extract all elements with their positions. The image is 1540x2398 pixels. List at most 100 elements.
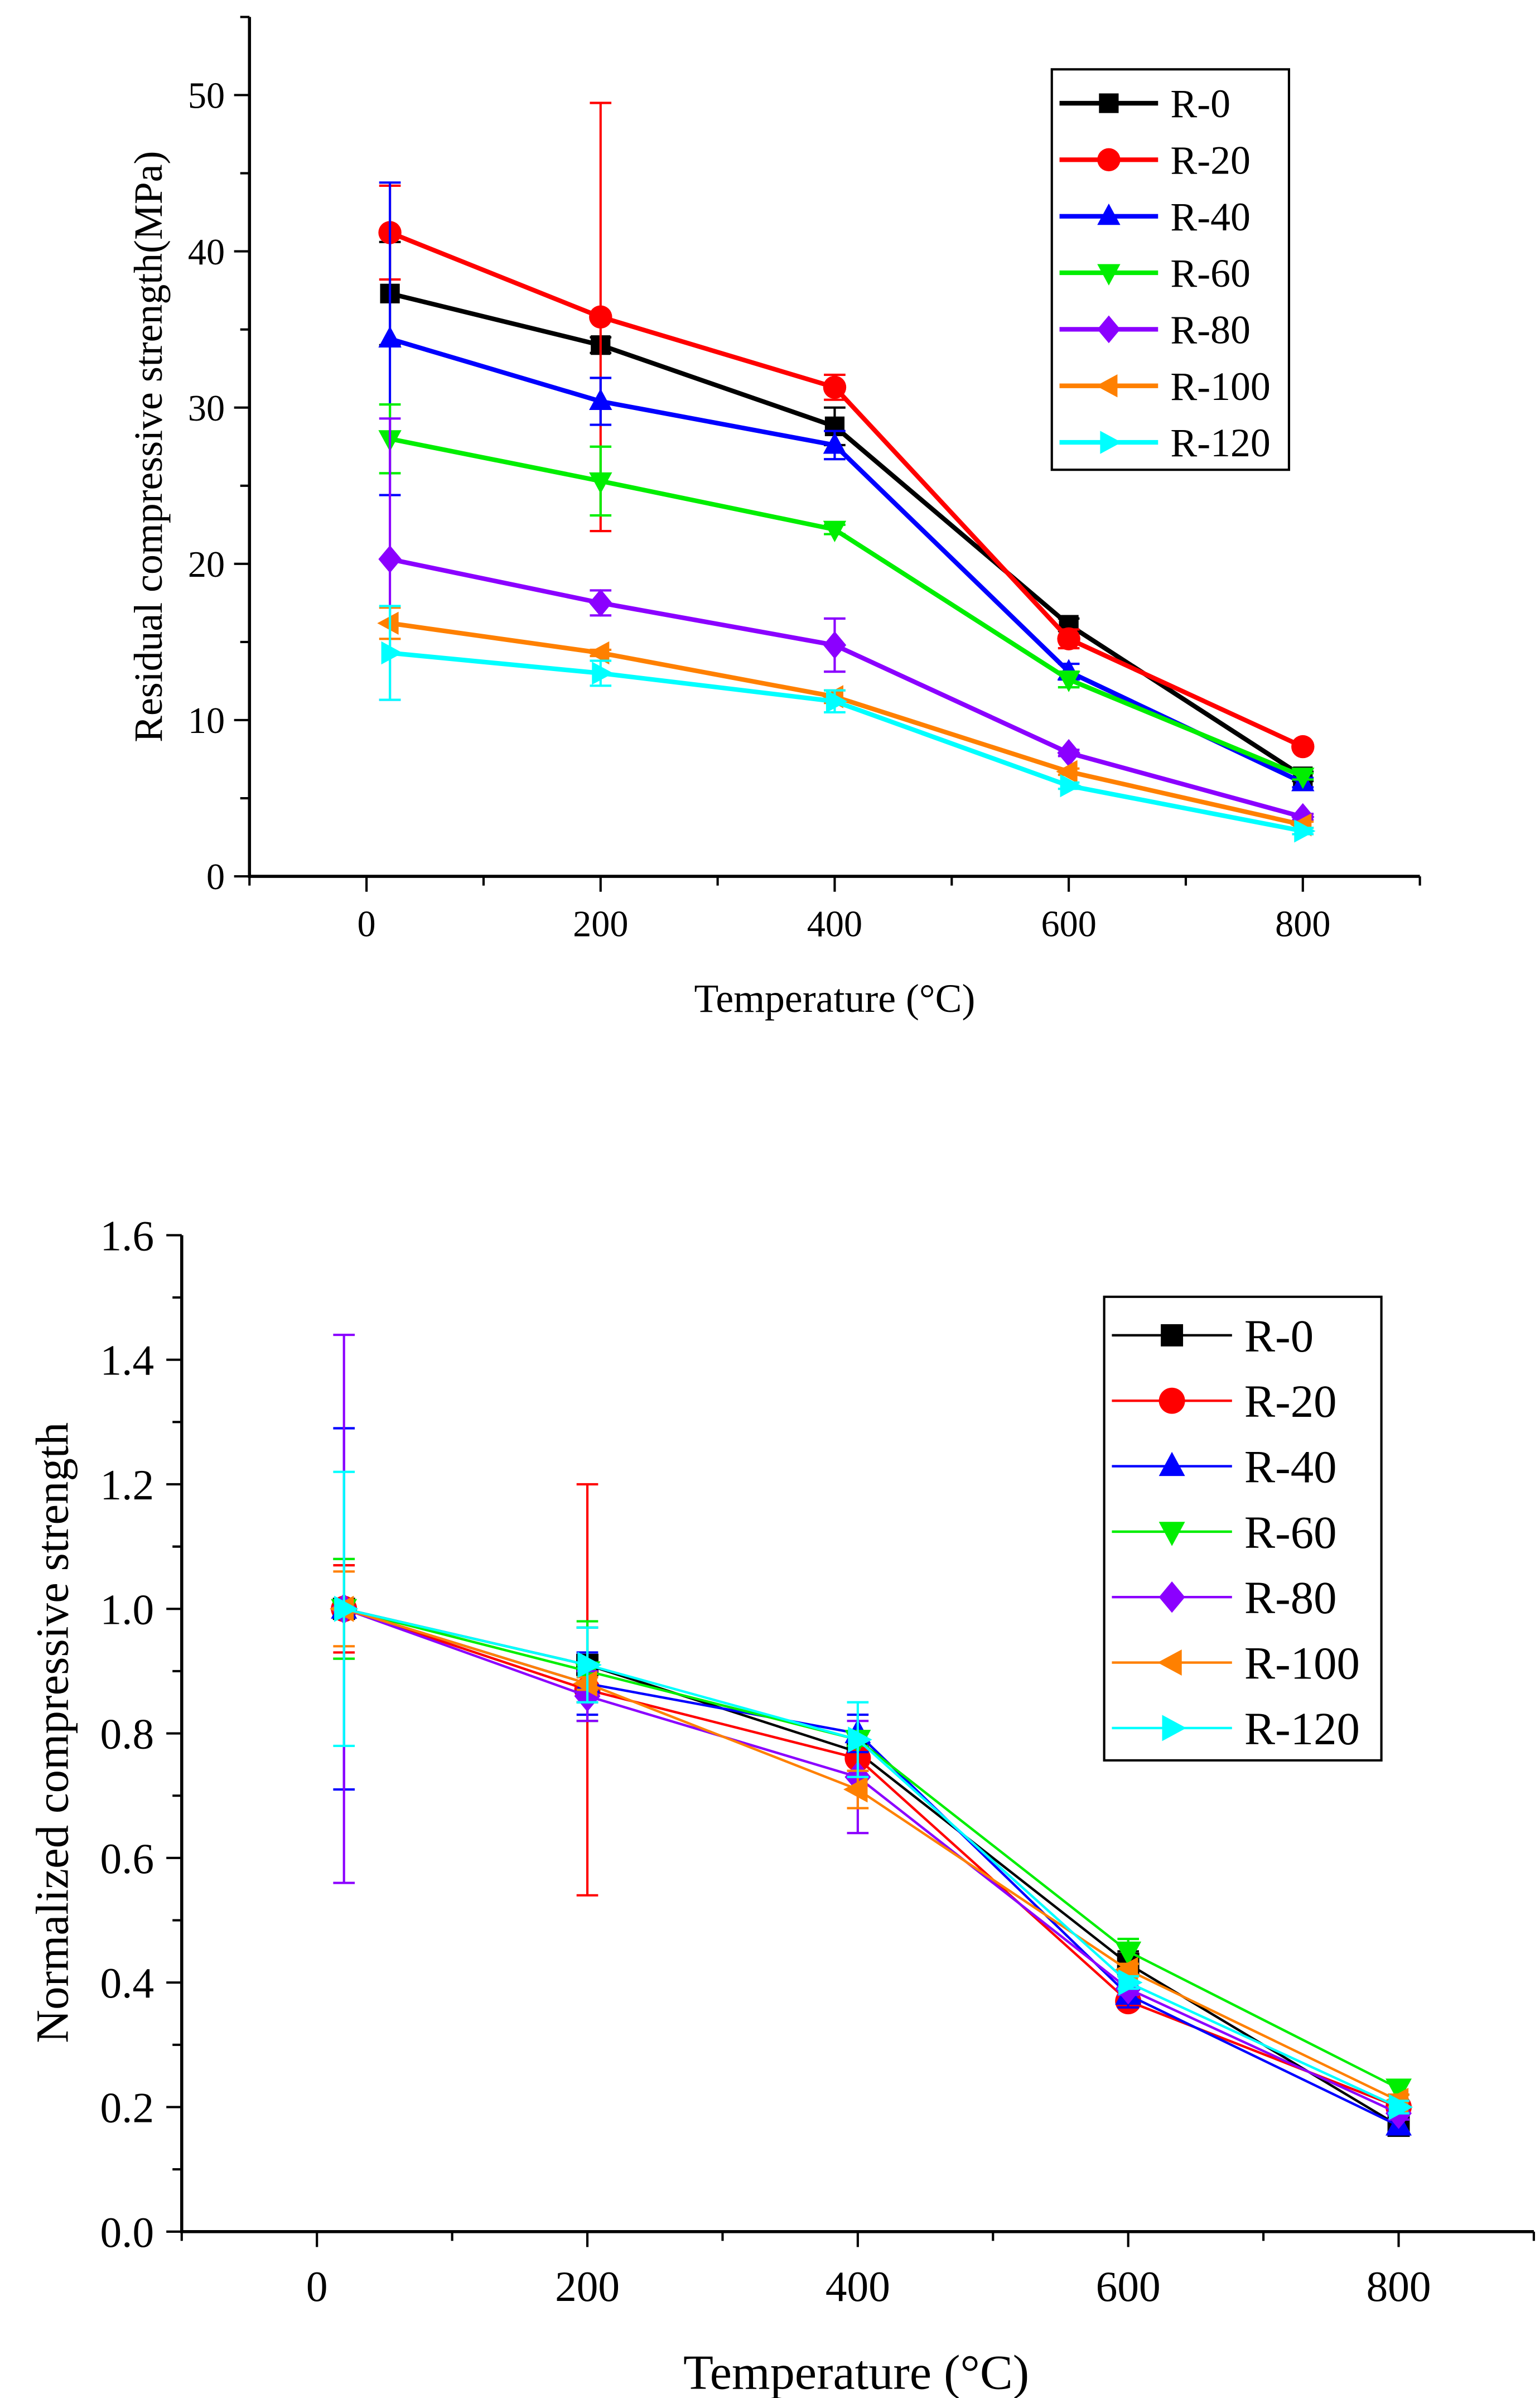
x-tick-label: 600 <box>1096 2262 1161 2310</box>
legend-item: R-80 <box>1112 1572 1337 1623</box>
legend-label: R-80 <box>1170 307 1251 352</box>
data-point <box>1115 1941 1142 1966</box>
y-tick-label: 1.2 <box>100 1461 154 1509</box>
data-point <box>1385 2078 1412 2103</box>
data-point <box>1057 739 1080 767</box>
legend-item: R-80 <box>1059 307 1251 352</box>
data-point <box>1057 627 1080 651</box>
x-tick-label: 800 <box>1275 904 1330 945</box>
legend-marker <box>1157 1649 1182 1676</box>
legend-item: R-40 <box>1112 1441 1337 1493</box>
y-tick-label: 1.6 <box>100 1212 154 1260</box>
data-point <box>848 1726 872 1753</box>
x-tick-label: 200 <box>555 2262 620 2310</box>
legend-label: R-0 <box>1170 81 1230 126</box>
y-tick-label: 20 <box>188 544 225 585</box>
legend-marker <box>1161 1324 1184 1347</box>
x-tick-label: 800 <box>1367 2262 1431 2310</box>
legend-box <box>1050 68 1291 471</box>
data-point <box>823 520 847 542</box>
data-point <box>823 432 847 454</box>
data-point <box>588 641 610 665</box>
residual-strength-chart: Residual compressive strength(MPa) Tempe… <box>126 16 1421 1021</box>
y-tick-label: 50 <box>188 76 225 117</box>
data-point <box>825 689 848 713</box>
data-point <box>589 305 612 329</box>
legend-item: R-40 <box>1059 195 1251 239</box>
legend-label: R-100 <box>1170 364 1270 409</box>
chart0-ylabel: Residual compressive strength(MPa) <box>126 151 171 742</box>
series-R-120 <box>333 1470 1413 2120</box>
legend: R-0 R-20 R-40 R-60 R-80 R-100 R-120 <box>1103 1295 1383 1762</box>
legend-marker <box>1097 148 1121 172</box>
legend-item: R-0 <box>1112 1310 1314 1362</box>
legend-label: R-120 <box>1244 1703 1360 1754</box>
chart1-xlabel: Temperature (°C) <box>683 2345 1029 2398</box>
legend-item: R-100 <box>1112 1638 1360 1689</box>
y-tick-label: 0.0 <box>100 2208 154 2256</box>
legend-label: R-40 <box>1244 1441 1337 1493</box>
legend-marker <box>1158 1387 1185 1414</box>
legend-marker <box>1158 1451 1185 1477</box>
legend-label: R-20 <box>1170 138 1251 183</box>
legend-label: R-100 <box>1244 1638 1360 1689</box>
x-tick-label: 400 <box>825 2262 890 2310</box>
y-tick-label: 0.2 <box>100 2084 154 2132</box>
data-point <box>377 611 399 635</box>
series-line <box>389 621 1304 827</box>
series-line <box>389 650 1304 833</box>
legend-marker <box>1097 203 1121 225</box>
legend-marker <box>1158 1522 1185 1546</box>
legend-item: R-100 <box>1059 364 1271 409</box>
legend-label: R-120 <box>1170 421 1270 465</box>
legend-item: R-120 <box>1059 421 1271 465</box>
legend-label: R-80 <box>1244 1572 1337 1623</box>
y-tick-label: 0.8 <box>100 1710 154 1758</box>
legend-box <box>1103 1295 1383 1762</box>
legend-marker <box>1097 315 1121 344</box>
y-tick-label: 40 <box>188 232 225 273</box>
legend-marker <box>1097 264 1121 286</box>
chart0-xlabel: Temperature (°C) <box>694 976 976 1021</box>
x-tick-label: 0 <box>306 2262 328 2310</box>
y-tick-label: 10 <box>188 701 225 741</box>
legend-label: R-60 <box>1170 251 1251 296</box>
y-tick-label: 0 <box>206 857 225 898</box>
y-tick-label: 0.6 <box>100 1835 154 1883</box>
data-point <box>843 1776 868 1803</box>
data-point <box>1388 2093 1413 2120</box>
legend-marker <box>1096 374 1118 398</box>
data-point <box>573 1670 597 1697</box>
data-point <box>1291 735 1315 759</box>
legend-item: R-20 <box>1059 138 1251 183</box>
data-point <box>378 326 402 348</box>
legend-item: R-60 <box>1112 1507 1337 1558</box>
data-point <box>1057 670 1080 692</box>
legend: R-0 R-20 R-40 R-60 R-80 R-100 R-120 <box>1050 68 1291 471</box>
legend-marker <box>1100 431 1122 454</box>
legend-item: R-120 <box>1112 1703 1360 1754</box>
data-point <box>381 641 403 665</box>
y-tick-label: 30 <box>188 388 225 429</box>
data-point <box>592 662 614 685</box>
data-point <box>1294 819 1316 843</box>
data-point <box>589 388 612 411</box>
legend-item: R-60 <box>1059 251 1251 296</box>
legend-label: R-40 <box>1170 195 1251 239</box>
x-tick-label: 600 <box>1041 904 1096 945</box>
series-R-80 <box>378 417 1315 831</box>
chart1-ylabel: Normalized compressive strength <box>26 1422 78 2043</box>
x-tick-label: 400 <box>807 904 862 945</box>
data-point <box>589 589 612 617</box>
legend-marker <box>1162 1715 1186 1741</box>
data-point <box>1291 768 1315 789</box>
legend-marker <box>1099 93 1119 113</box>
data-point <box>1118 1969 1143 1996</box>
x-tick-label: 0 <box>358 904 376 945</box>
legend-item: R-0 <box>1059 81 1230 126</box>
legend-label: R-20 <box>1244 1376 1337 1427</box>
legend-item: R-20 <box>1112 1376 1337 1427</box>
legend-marker <box>1158 1581 1185 1613</box>
data-point <box>1060 774 1082 798</box>
